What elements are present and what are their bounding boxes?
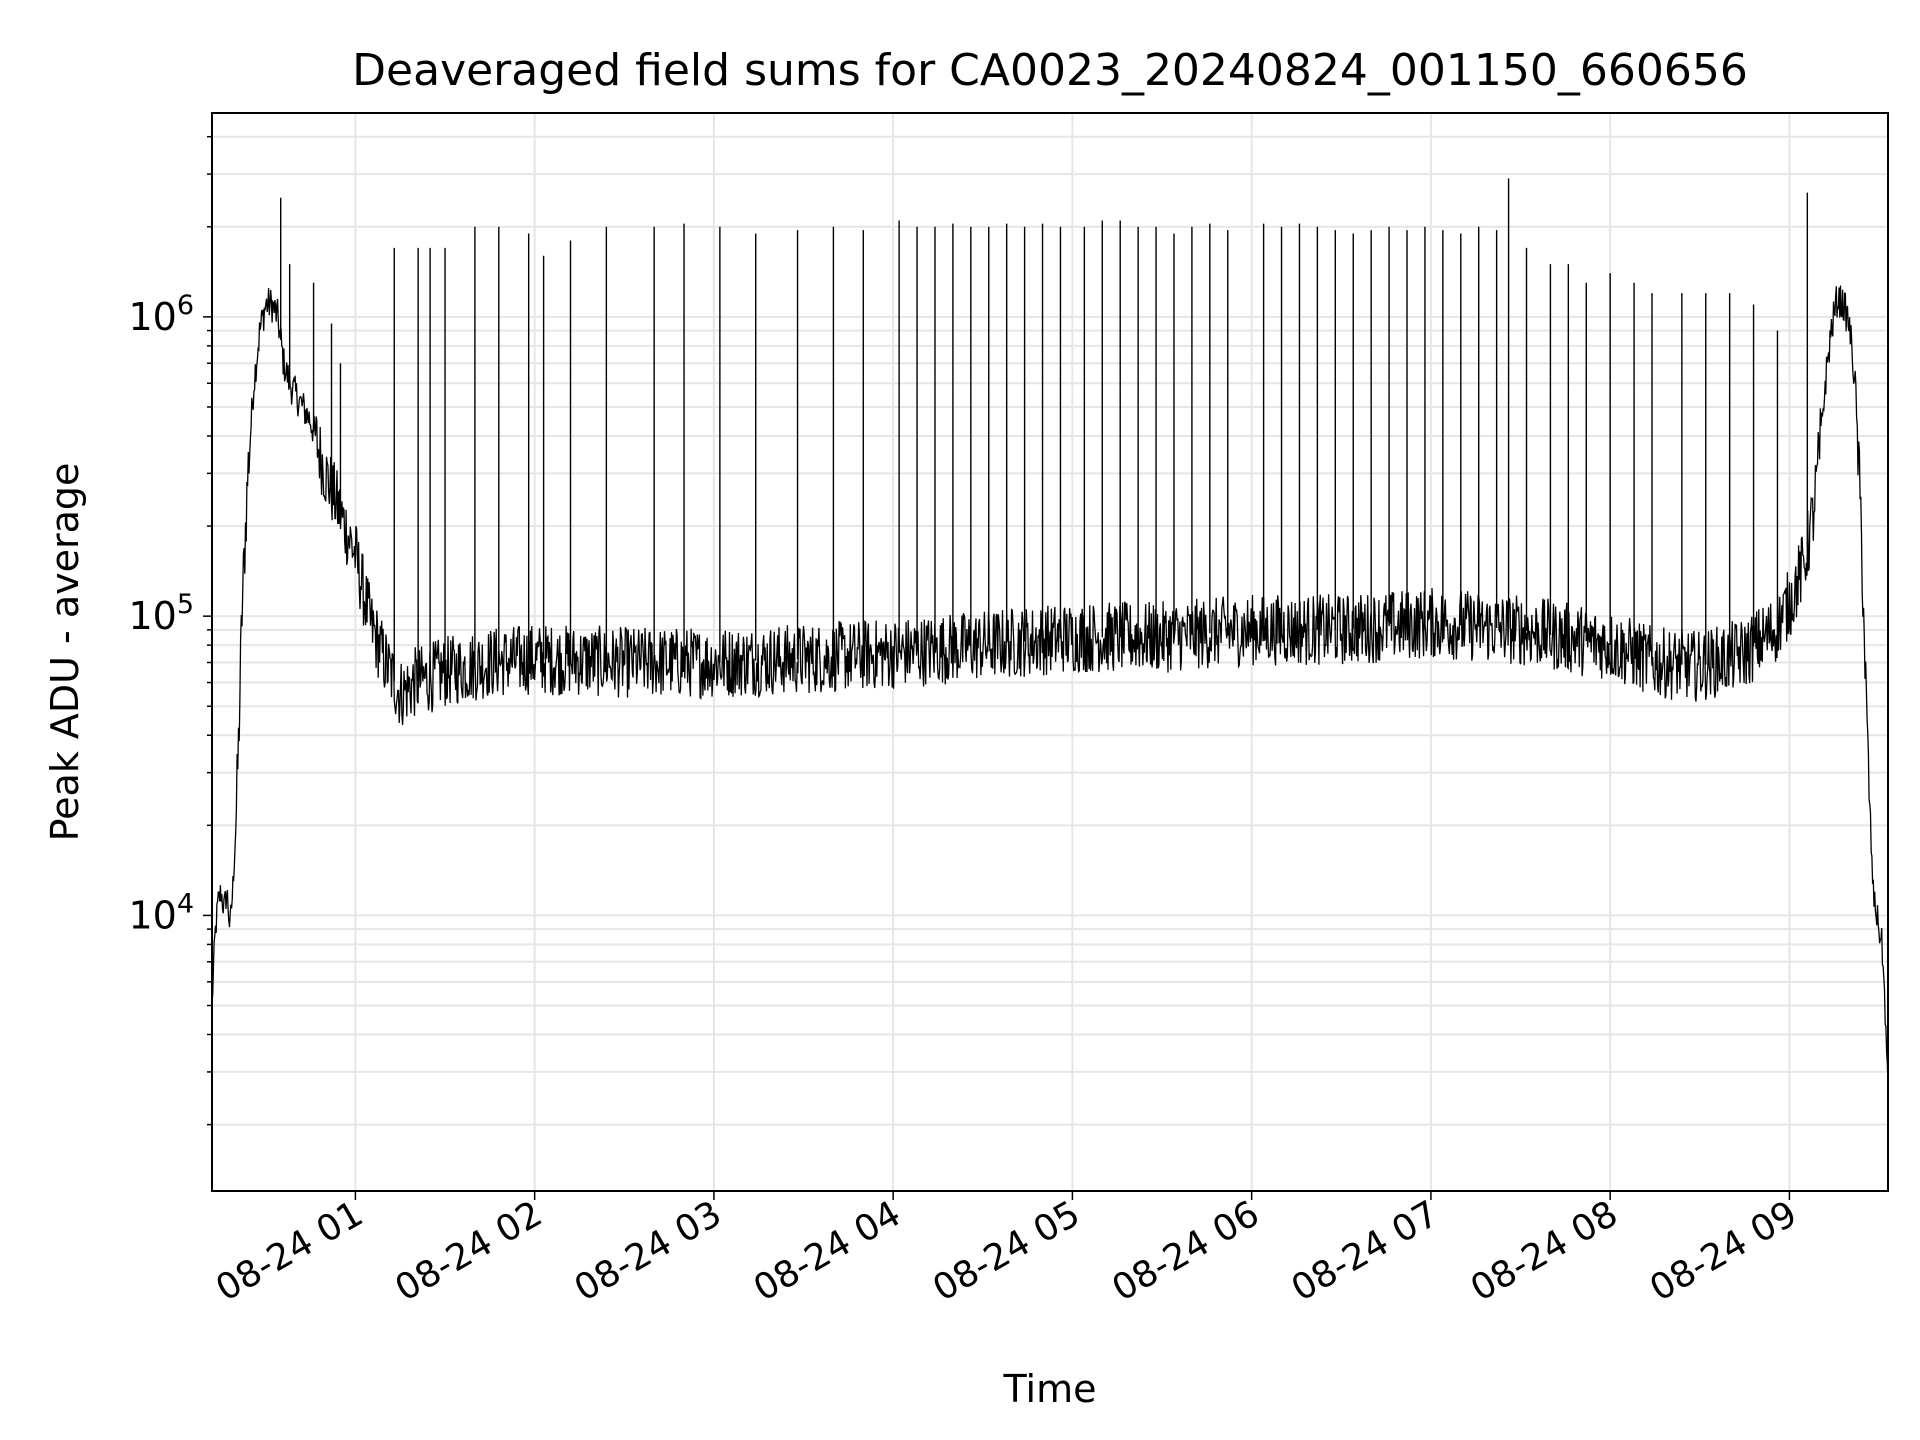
grid — [212, 113, 1888, 1191]
series-layer — [211, 178, 1889, 1086]
chart-title: Deaveraged field sums for CA0023_2024082… — [352, 45, 1748, 96]
series-line — [211, 285, 1889, 1086]
plot-frame — [211, 112, 1889, 1192]
y-tick-label: 106 — [128, 290, 194, 339]
y-tick-label: 105 — [128, 589, 194, 638]
y-tick-label: 104 — [128, 888, 194, 937]
x-axis-label: Time — [1003, 1367, 1097, 1411]
y-axis-label: Peak ADU - average — [43, 463, 87, 842]
